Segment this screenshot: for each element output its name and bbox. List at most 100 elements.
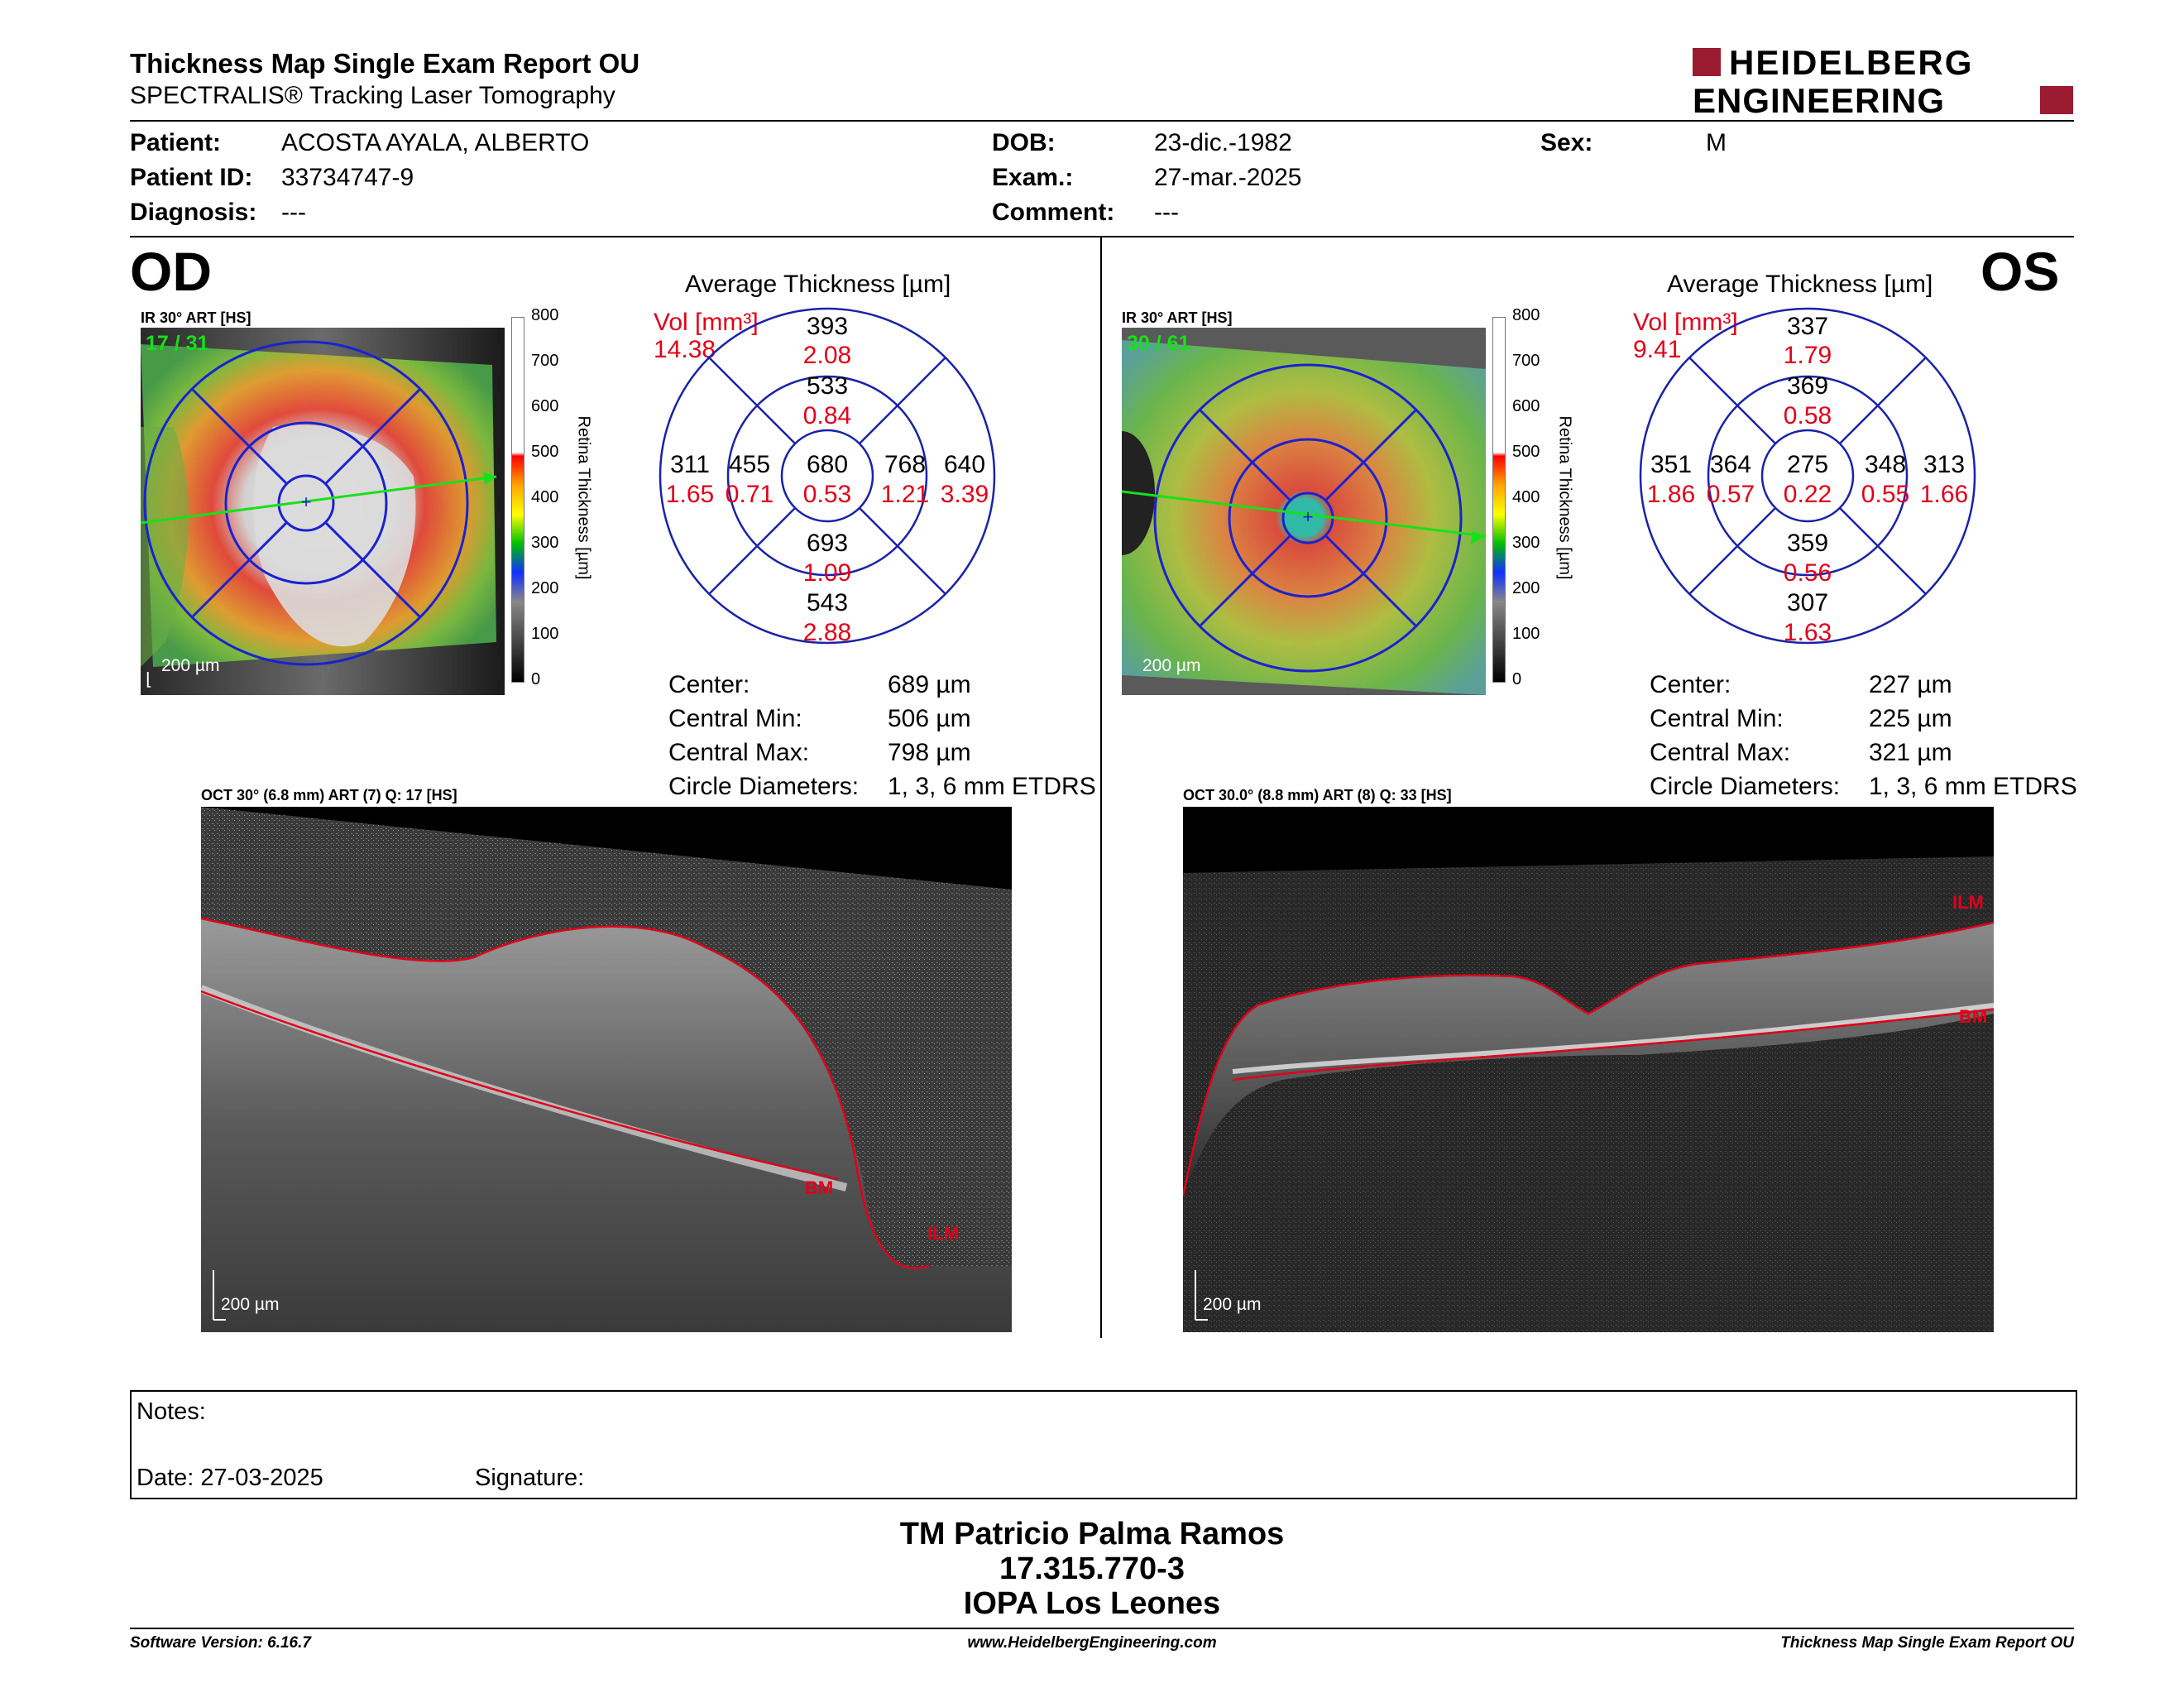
dob-label: DOB: — [992, 129, 1056, 156]
os-vol-label: Vol [mm³] — [1633, 309, 1738, 336]
os-ilm-label: ILM — [1952, 892, 1984, 913]
od-stat-label: Center: — [668, 671, 750, 698]
os-outer-right: 313 — [1923, 451, 1966, 478]
tick: 500 — [531, 443, 559, 461]
od-oct-title: OCT 30° (6.8 mm) ART (7) Q: 17 [HS] — [201, 787, 457, 803]
os-outer-superior: 337 — [1786, 313, 1829, 340]
od-inner-right-vol: 1.21 — [880, 481, 930, 508]
od-stat-label: Central Min: — [668, 705, 802, 732]
os-stat-label: Center: — [1650, 671, 1731, 698]
notes-label: Notes: — [136, 1398, 206, 1425]
od-outer-left-vol: 1.65 — [665, 481, 715, 508]
os-inner-superior-vol: 0.58 — [1783, 402, 1832, 429]
diagnosis-value: --- — [281, 199, 306, 226]
notes-date: Date: 27-03-2025 — [136, 1465, 323, 1491]
od-vol-total: 14.38 — [654, 336, 716, 363]
od-outer-right: 640 — [943, 451, 986, 478]
od-outer-inferior-vol: 2.88 — [802, 619, 852, 646]
eye-divider — [1100, 237, 1102, 1338]
od-inner-left: 455 — [728, 451, 771, 478]
os-inner-superior: 369 — [1786, 372, 1829, 400]
tick: 800 — [531, 306, 559, 324]
signer-name: TM Patricio Palma Ramos — [899, 1517, 1285, 1551]
tick: 200 — [531, 579, 559, 597]
diagnosis-label: Diagnosis: — [130, 199, 257, 226]
svg-text:ENGINEERING: ENGINEERING — [1693, 81, 1945, 116]
tick: 700 — [531, 352, 559, 370]
od-stat-value: 689 µm — [888, 671, 971, 698]
tick: 300 — [531, 534, 559, 552]
os-outer-inferior: 307 — [1786, 589, 1829, 616]
od-outer-superior-vol: 2.08 — [802, 342, 852, 369]
os-fundus-title: IR 30° ART [HS] — [1122, 309, 1233, 326]
os-bm-label: BM — [1959, 1006, 1987, 1027]
tick: 500 — [1512, 443, 1540, 461]
od-stat-label: Circle Diameters: — [668, 773, 860, 800]
patient-name: ACOSTA AYALA, ALBERTO — [281, 129, 590, 156]
od-stat-label: Central Max: — [668, 739, 810, 766]
os-fundus-scale: 200 µm — [1142, 656, 1201, 675]
tick: 200 — [1512, 579, 1540, 597]
os-inner-right: 348 — [1864, 451, 1907, 478]
os-oct-scale: 200 µm — [1203, 1295, 1262, 1314]
signature-label: Signature: — [475, 1465, 585, 1491]
tick: 300 — [1512, 534, 1540, 552]
od-inner-inferior-vol: 1.09 — [802, 559, 852, 587]
od-inner-right: 768 — [884, 451, 927, 478]
header-rule — [130, 120, 2074, 122]
os-inner-left: 364 — [1709, 451, 1752, 478]
os-stat-value: 227 µm — [1869, 671, 1952, 698]
od-colorbar-ticks: 800 700 600 500 400 300 200 100 0 — [531, 306, 564, 688]
od-center: 680 — [806, 451, 849, 478]
tick: 600 — [531, 397, 559, 415]
od-outer-left: 311 — [670, 451, 710, 478]
os-center: 275 — [1786, 451, 1829, 478]
od-inner-inferior: 693 — [806, 530, 849, 557]
svg-text:+: + — [301, 492, 312, 512]
os-frames: 30 / 61 — [1127, 332, 1190, 355]
os-colorbar-label: Retina Thickness [µm] — [1555, 415, 1574, 580]
signer-id: 17.315.770-3 — [999, 1551, 1185, 1586]
tick: 400 — [1512, 488, 1540, 506]
od-fundus-title: IR 30° ART [HS] — [141, 309, 251, 326]
dob-value: 23-dic.-1982 — [1154, 129, 1292, 156]
comment-label: Comment: — [992, 199, 1115, 226]
report-subtitle: SPECTRALIS® Tracking Laser Tomography — [130, 82, 615, 109]
footer-report-name: Thickness Map Single Exam Report OU — [1780, 1634, 2074, 1652]
od-vol-label: Vol [mm³] — [654, 309, 759, 336]
od-stat-value: 506 µm — [888, 705, 971, 732]
os-inner-inferior-vol: 0.56 — [1783, 559, 1832, 587]
tick: 100 — [1512, 625, 1540, 643]
comment-value: --- — [1154, 199, 1179, 226]
od-etdrs-grid — [659, 307, 996, 645]
os-colorbar — [1492, 317, 1506, 683]
od-eye-label: OD — [130, 241, 212, 302]
info-rule — [130, 236, 2074, 237]
patient-label: Patient: — [130, 129, 222, 156]
os-stat-value: 1, 3, 6 mm ETDRS — [1869, 773, 2077, 800]
od-colorbar — [511, 317, 524, 683]
os-outer-superior-vol: 1.79 — [1783, 342, 1832, 369]
od-inner-superior-vol: 0.84 — [802, 402, 852, 429]
tick: 0 — [1512, 670, 1522, 688]
tick: 400 — [531, 488, 559, 506]
od-outer-right-vol: 3.39 — [940, 481, 989, 508]
website-link[interactable]: www.HeidelbergEngineering.com — [967, 1634, 1217, 1652]
od-fundus-scale: 200 µm — [161, 656, 220, 675]
os-oct-scan: BM ILM — [1183, 807, 1994, 1332]
os-outer-right-vol: 1.66 — [1919, 481, 1969, 508]
software-version: Software Version: 6.16.7 — [130, 1634, 311, 1652]
tick: 600 — [1512, 397, 1540, 415]
od-bm-label: BM — [805, 1177, 833, 1198]
os-vol-total: 9.41 — [1633, 336, 1682, 363]
os-colorbar-ticks: 800 700 600 500 400 300 200 100 0 — [1512, 306, 1545, 688]
os-outer-left: 351 — [1650, 451, 1693, 478]
notes-box[interactable]: Notes: Date: 27-03-2025 Signature: — [130, 1390, 2077, 1499]
os-etdrs-grid — [1639, 307, 1976, 645]
patient-id: 33734747-9 — [281, 164, 414, 191]
tick: 0 — [531, 670, 541, 688]
os-oct-title: OCT 30.0° (8.8 mm) ART (8) Q: 33 [HS] — [1183, 787, 1452, 803]
tick: 100 — [531, 625, 559, 643]
patient-id-label: Patient ID: — [130, 164, 253, 191]
report-title: Thickness Map Single Exam Report OU — [130, 48, 640, 79]
